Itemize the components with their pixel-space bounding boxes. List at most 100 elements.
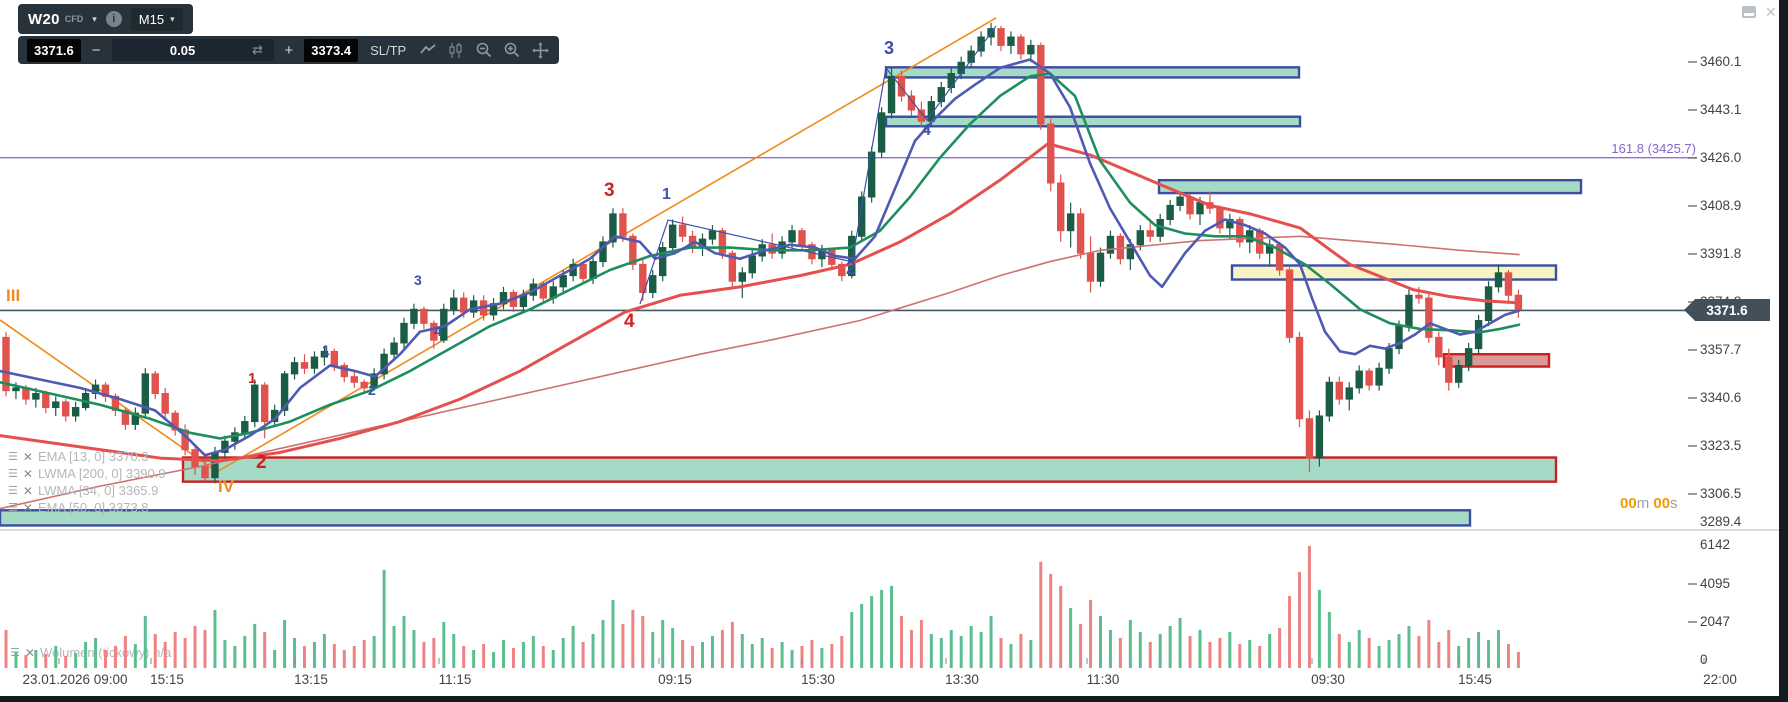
wave-label[interactable]: 3 (884, 38, 895, 58)
zone-yellow-zone[interactable] (1230, 264, 1558, 281)
wave-label[interactable]: IV (218, 477, 235, 496)
volume-decrease-button[interactable]: − (91, 41, 101, 59)
indicator-menu-icon[interactable]: ☰ (8, 451, 18, 463)
candle-body (788, 230, 796, 243)
volume-increase-button[interactable]: + (284, 41, 294, 59)
candle-body (1037, 44, 1045, 125)
symbol-type-label: CFD (64, 14, 84, 24)
zone-red-zone[interactable] (1442, 353, 1551, 368)
zoom-in-icon[interactable] (502, 40, 522, 60)
zoom-out-icon[interactable] (474, 40, 494, 60)
close-icon[interactable]: ✕ (1765, 4, 1777, 20)
wave-label[interactable]: 3 (414, 272, 422, 288)
symbol-dropdown-caret-icon[interactable]: ▾ (92, 13, 97, 24)
candle-body (957, 61, 965, 75)
remove-indicator-icon[interactable]: ✕ (24, 645, 35, 660)
indicator-legend-label: LWMA [34, 0] 3365.9 (37, 483, 159, 498)
wave-label[interactable]: III (6, 286, 21, 305)
indicator-legend-row: ☰ ✕ EMA [13, 0] 3370.3 (8, 449, 149, 464)
fib-level-label[interactable]: 161.8 (3425.7) (1611, 141, 1696, 156)
zone-demand-major[interactable] (181, 456, 1558, 483)
timeframe-dropdown[interactable]: M15 ▾ (130, 7, 183, 31)
volume-input[interactable]: 0.05 ⇄ (111, 39, 274, 61)
remove-indicator-icon[interactable]: ✕ (22, 500, 33, 515)
wave-label[interactable]: 1 (662, 186, 671, 203)
candle-body (1415, 294, 1423, 299)
minimize-panel-icon[interactable] (1742, 6, 1756, 18)
remove-indicator-icon[interactable]: ✕ (22, 483, 33, 498)
candle-body (848, 235, 856, 277)
ma-line-lwma200[interactable] (0, 235, 1520, 510)
candle-body (340, 364, 349, 378)
candle-body (1106, 235, 1115, 254)
candle-body (639, 263, 647, 293)
candle-body (62, 401, 70, 417)
line-chart-icon[interactable] (418, 40, 438, 60)
candle-body (400, 322, 408, 344)
wave-label[interactable]: 4 (434, 323, 442, 339)
candlestick-chart-icon[interactable] (446, 40, 466, 60)
remove-indicator-icon[interactable]: ✕ (22, 449, 33, 464)
candle-body (320, 350, 329, 358)
buy-price-button[interactable]: 3373.4 (304, 38, 359, 62)
wave-label[interactable]: 4 (624, 311, 635, 332)
wave-zigzag-line[interactable] (639, 25, 997, 305)
countdown-minutes: 00 (1620, 495, 1637, 512)
candle-body (2, 336, 10, 392)
time-axis-label: 23.01.2026 09:00 (22, 672, 128, 687)
sell-price-button[interactable]: 3371.6 (27, 38, 81, 62)
zone-resistance[interactable] (1157, 178, 1583, 195)
candle-body (1355, 370, 1363, 389)
ma-line-ema50[interactable] (0, 142, 1521, 463)
candle-body (619, 213, 627, 237)
ma-line-ema13[interactable] (0, 58, 1521, 457)
info-icon[interactable]: i (105, 11, 122, 27)
indicator-menu-icon[interactable]: ☰ (8, 485, 18, 497)
candle-body (460, 297, 468, 313)
instrument-toolbar: W20 CFD ▾ i M15 ▾ (18, 4, 193, 34)
candle-body (1325, 381, 1334, 417)
sltp-button[interactable]: SL/TP (370, 42, 407, 58)
candle-body (1057, 182, 1065, 232)
wave-label[interactable]: 4 (922, 122, 931, 139)
wave-label[interactable]: 2 (256, 452, 267, 473)
zone-supply-upper[interactable] (884, 66, 1301, 79)
wave-label[interactable]: 3 (604, 180, 615, 201)
candle-body (937, 87, 945, 103)
candle-body (280, 373, 289, 411)
price-axis-label: 3357.7 (1700, 342, 1742, 357)
wave-label[interactable]: 1 (248, 370, 257, 387)
candle-body (151, 373, 159, 395)
candle-body (390, 342, 398, 355)
countdown-seconds: 00 (1653, 495, 1671, 512)
window-controls: ✕ (1742, 4, 1777, 20)
wave-label[interactable]: 2 (846, 258, 857, 278)
time-axis-label: 09:15 (658, 672, 692, 687)
indicator-menu-icon[interactable]: ☰ (8, 468, 18, 480)
candle-countdown: 00m 00s (1620, 495, 1678, 512)
zone-supply-lower[interactable] (884, 115, 1302, 128)
indicator-legend-label: LWMA [200, 0] 3390.9 (37, 466, 166, 481)
remove-indicator-icon[interactable]: ✕ (22, 466, 33, 481)
candle-body (1504, 272, 1513, 296)
candle-body (579, 263, 587, 279)
candle-body (1335, 381, 1343, 400)
candle-body (897, 75, 906, 97)
candle-body (131, 412, 140, 425)
symbol-label[interactable]: W20 (28, 10, 60, 28)
indicator-menu-icon[interactable]: ☰ (8, 502, 18, 514)
zone-demand-lower[interactable] (0, 509, 1472, 527)
ma-line-lwma34[interactable] (0, 72, 1521, 440)
candle-body (798, 230, 806, 246)
candle-body (877, 112, 886, 153)
wave-label[interactable]: 1 (322, 342, 330, 358)
refresh-icon[interactable]: ⇄ (252, 42, 263, 57)
candle-body (330, 350, 339, 366)
wave-label[interactable]: 2 (368, 382, 376, 398)
move-crosshair-icon[interactable] (530, 40, 550, 60)
candle-body (1375, 367, 1383, 386)
candle-body (967, 50, 975, 63)
candle-body (1146, 230, 1154, 237)
indicator-legend-label: EMA [50, 0] 3373.8 (37, 500, 149, 515)
